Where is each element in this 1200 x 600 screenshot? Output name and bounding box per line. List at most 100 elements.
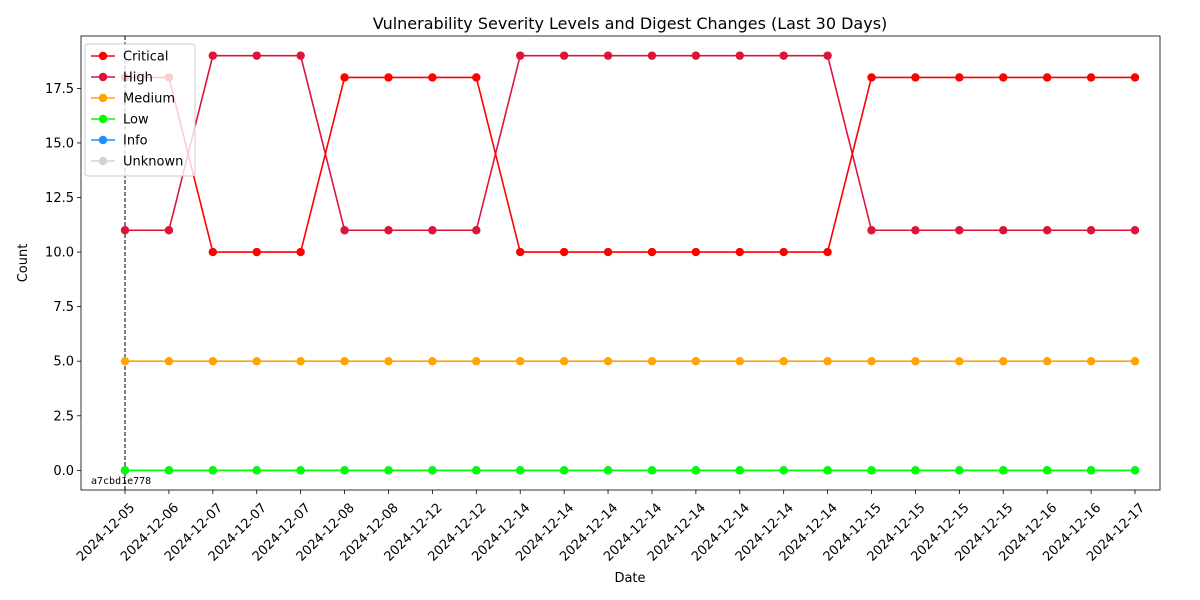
data-point-medium [867, 357, 876, 366]
data-point-low [516, 466, 525, 475]
plot-area [81, 36, 1160, 490]
data-point-critical [384, 73, 393, 82]
data-point-high [647, 51, 657, 60]
data-point-low [340, 466, 349, 475]
series-medium [120, 357, 1140, 366]
plot-frame [80, 35, 1161, 491]
data-point-low [691, 466, 701, 475]
x-axis-title: Date [614, 571, 645, 586]
data-point-low [384, 466, 393, 475]
y-tick-label: 5.0 [53, 355, 74, 370]
data-point-critical [428, 73, 437, 82]
data-point-critical [867, 73, 876, 82]
data-point-high [823, 51, 832, 60]
data-point-medium [911, 357, 920, 366]
data-point-low [603, 466, 613, 475]
y-axis-title: Count [16, 244, 31, 283]
y-tick-label: 17.5 [45, 82, 74, 97]
data-point-medium [472, 357, 481, 366]
legend: Critical High Medium Low Info Unknown [84, 43, 196, 177]
data-point-low [999, 466, 1008, 475]
data-point-high [911, 226, 920, 235]
data-point-high [208, 51, 218, 60]
data-point-medium [428, 357, 437, 366]
data-point-critical [911, 73, 920, 82]
data-point-low [252, 466, 261, 475]
data-point-high [296, 51, 305, 60]
data-point-critical [1086, 73, 1096, 82]
legend-swatch-marker [98, 93, 108, 103]
data-point-critical [472, 73, 481, 82]
data-point-critical [296, 247, 305, 257]
data-point-critical [647, 247, 657, 257]
data-point-low [647, 466, 657, 475]
legend-swatch-marker [98, 135, 108, 145]
data-point-medium [208, 357, 218, 366]
legend-item-critical: Critical [91, 50, 168, 65]
data-point-medium [120, 357, 130, 366]
data-point-critical [603, 247, 613, 257]
data-point-critical [823, 247, 832, 257]
data-point-critical [208, 247, 218, 257]
data-point-high [867, 226, 876, 235]
data-point-critical [779, 247, 788, 257]
legend-swatch-marker [98, 114, 108, 124]
legend-swatch-marker [98, 156, 108, 166]
legend-label: Info [123, 134, 148, 149]
legend-label: Critical [123, 50, 168, 65]
data-point-high [603, 51, 613, 60]
legend-item-high: High [91, 71, 153, 86]
data-point-high [516, 51, 525, 60]
legend-label: High [123, 71, 153, 86]
y-tick-label: 12.5 [45, 191, 74, 206]
legend-label: Low [123, 113, 149, 128]
data-point-medium [999, 357, 1008, 366]
legend-label: Unknown [123, 155, 183, 170]
data-point-medium [823, 357, 832, 366]
data-point-high [120, 226, 130, 235]
data-point-medium [1042, 357, 1052, 366]
y-axis: 0.0 2.5 5.0 7.5 10.0 12.5 15.0 17.5 [45, 82, 81, 479]
data-point-medium [779, 357, 788, 366]
series-high [120, 51, 1140, 235]
data-point-low [120, 466, 130, 475]
data-point-medium [691, 357, 701, 366]
data-point-critical [735, 247, 744, 257]
series-line-high [125, 54, 1135, 232]
data-point-low [428, 466, 437, 475]
digest-label: a7cbd1e778 [91, 476, 151, 487]
data-point-medium [1086, 357, 1096, 366]
legend-item-unknown: Unknown [91, 155, 183, 170]
data-point-medium [735, 357, 744, 366]
series-layer [120, 51, 1140, 475]
data-point-high [252, 51, 261, 60]
data-point-high [691, 51, 701, 60]
data-point-high [1086, 226, 1096, 235]
y-tick-label: 7.5 [53, 300, 74, 315]
y-tick-label: 0.0 [53, 464, 74, 479]
data-point-low [911, 466, 920, 475]
data-point-medium [252, 357, 261, 366]
data-point-low [164, 466, 174, 475]
x-axis: 2024-12-052024-12-062024-12-072024-12-07… [74, 490, 1148, 565]
data-point-low [1086, 466, 1096, 475]
data-point-critical [252, 247, 261, 257]
data-point-low [559, 466, 569, 475]
data-point-critical [1042, 73, 1052, 82]
series-low [120, 466, 1140, 475]
data-point-medium [340, 357, 349, 366]
data-point-high [384, 226, 393, 235]
data-point-critical [340, 73, 349, 82]
data-point-critical [559, 247, 569, 257]
data-point-low [955, 466, 964, 475]
chart-title: Vulnerability Severity Levels and Digest… [373, 14, 888, 33]
data-point-medium [516, 357, 525, 366]
data-point-medium [384, 357, 393, 366]
data-point-critical [999, 73, 1008, 82]
data-point-high [1042, 226, 1052, 235]
data-point-critical [955, 73, 964, 82]
y-tick-label: 10.0 [45, 246, 74, 261]
legend-item-low: Low [91, 113, 149, 128]
data-point-high [999, 226, 1008, 235]
data-point-low [472, 466, 481, 475]
